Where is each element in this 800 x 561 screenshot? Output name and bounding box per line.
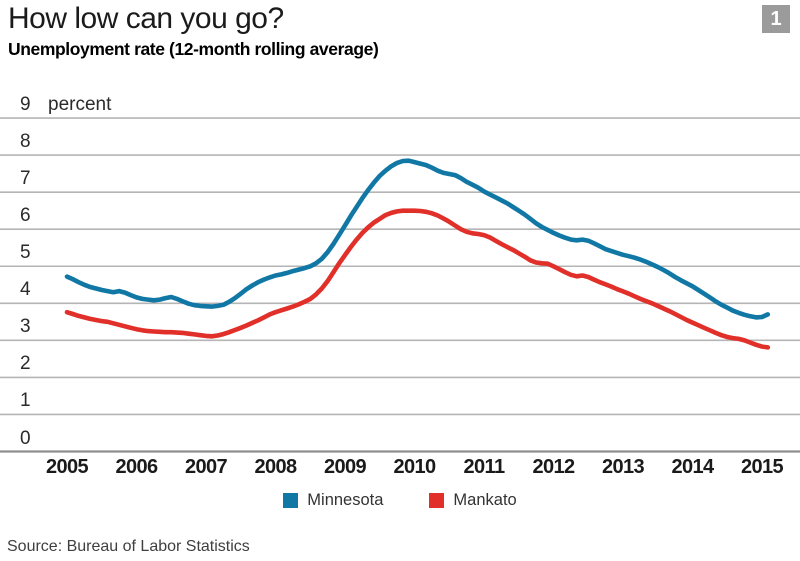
x-tick-label: 2009 [323, 456, 367, 478]
legend: Minnesota Mankato [0, 491, 800, 510]
figure-badge: 1 [762, 5, 790, 33]
y-tick-label: 0 [20, 427, 31, 449]
y-tick-label: 3 [20, 316, 31, 338]
x-tick-label: 2010 [393, 456, 436, 478]
mankato-swatch-icon [429, 493, 445, 508]
x-tick-label: 2014 [671, 456, 714, 478]
y-tick-label: 7 [20, 168, 31, 190]
legend-item-minnesota: Minnesota [283, 491, 383, 510]
x-tick-label: 2006 [115, 456, 158, 478]
gridlines [0, 117, 800, 453]
y-tick-label: 2 [20, 353, 31, 375]
x-tick-label: 2008 [254, 456, 297, 478]
minnesota-line [64, 158, 771, 320]
y-axis-unit-label: percent [48, 94, 112, 116]
x-tick-label: 2011 [463, 456, 506, 478]
y-tick-label: 8 [20, 131, 31, 153]
source-note: Source: Bureau of Labor Statistics [7, 538, 250, 555]
x-tick-label: 2013 [601, 456, 645, 478]
x-tick-label: 2015 [740, 456, 784, 478]
y-tick-label: 6 [20, 205, 31, 227]
x-tick-label: 2007 [184, 456, 228, 478]
y-tick-label: 5 [20, 242, 31, 264]
y-tick-label: 1 [20, 390, 31, 412]
y-tick-label: 9 [20, 94, 31, 116]
legend-label-minnesota: Minnesota [307, 491, 384, 509]
x-tick-label: 2012 [532, 456, 575, 478]
y-tick-label: 4 [20, 279, 31, 301]
x-tick-label: 2005 [45, 456, 89, 478]
chart-subtitle: Unemployment rate (12-month rolling aver… [8, 39, 379, 59]
chart-title: How low can you go? [8, 2, 284, 35]
legend-label-mankato: Mankato [453, 491, 517, 509]
legend-item-mankato: Mankato [429, 491, 517, 510]
minnesota-swatch-icon [283, 493, 299, 508]
mankato-line [64, 208, 771, 350]
